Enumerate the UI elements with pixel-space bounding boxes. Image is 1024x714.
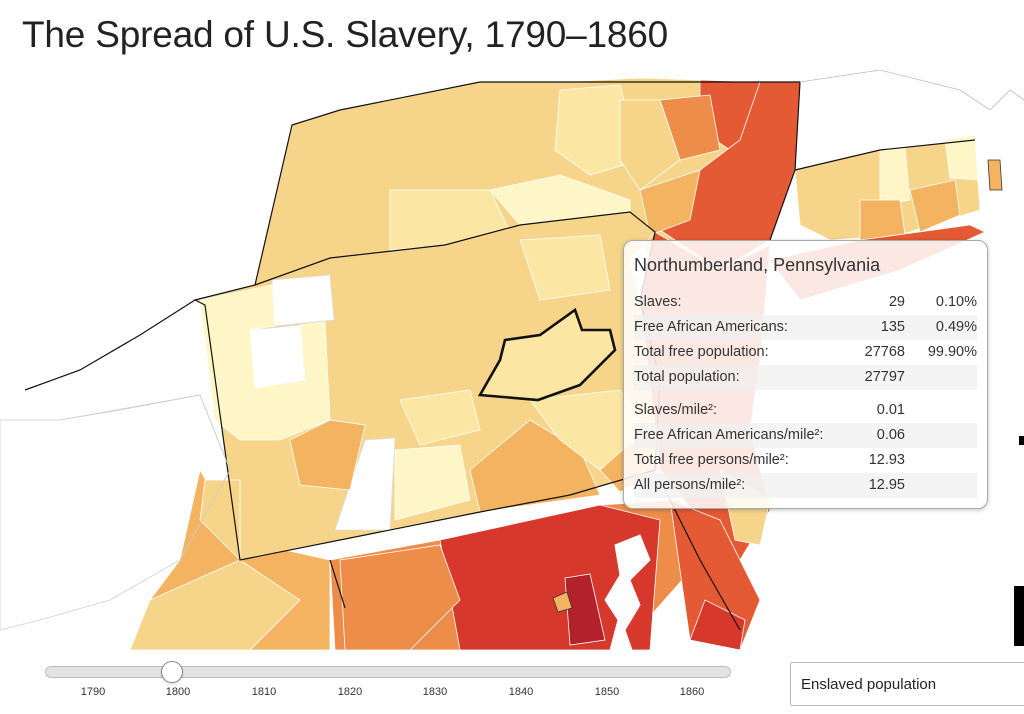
region-ri[interactable] (944, 134, 979, 181)
county-tooltip: Northumberland, Pennsylvania Slaves: 29 … (623, 240, 988, 509)
year-slider-handle[interactable] (161, 661, 183, 683)
page-title: The Spread of U.S. Slavery, 1790–1860 (22, 14, 668, 55)
table-row: Total population: 27797 (634, 365, 977, 390)
table-row: Free African Americans/mile²: 0.06 (634, 423, 977, 448)
region-md-medium[interactable] (339, 544, 461, 650)
region-delaware[interactable] (669, 499, 761, 650)
map-edge-bar (1014, 586, 1024, 646)
lake-erie-shore (24, 299, 196, 391)
year-slider-track[interactable] (45, 666, 731, 678)
region-ny-light-3[interactable] (489, 174, 631, 226)
table-row: Free African Americans: 135 0.49% (634, 315, 977, 340)
county-northumberland[interactable] (477, 307, 617, 402)
region-ny-mid[interactable] (619, 99, 681, 191)
region-ct-medium[interactable] (909, 179, 961, 233)
region-ct-medium-2[interactable] (859, 199, 906, 241)
year-tick-1800[interactable]: 1800 (165, 686, 191, 698)
region-wv-light[interactable] (129, 559, 301, 650)
region-ct-light[interactable] (879, 147, 911, 206)
ohio-border (59, 394, 231, 561)
metric-select[interactable]: Enslaved population (790, 662, 1024, 706)
region-ny-light-2[interactable] (554, 84, 641, 176)
region-pa-white-2[interactable] (249, 324, 306, 389)
chesapeake-bay (604, 534, 651, 650)
year-tick-1790[interactable]: 1790 (80, 686, 106, 698)
year-tick-1860[interactable]: 1860 (679, 686, 705, 698)
year-tick-1830[interactable]: 1830 (422, 686, 448, 698)
table-row: Total free persons/mile²: 12.93 (634, 452, 905, 468)
table-spacer (634, 390, 977, 398)
tooltip-title: Northumberland, Pennsylvania (634, 255, 881, 275)
region-dc[interactable] (552, 591, 573, 613)
region-md-darkest[interactable] (564, 573, 606, 646)
region-pa-white-1[interactable] (271, 274, 335, 327)
metric-select-value: Enslaved population (801, 676, 937, 693)
region-pa-ne-light[interactable] (519, 234, 611, 301)
table-row: Slaves/mile²: 0.01 (634, 402, 905, 418)
table-row: Slaves: 29 0.10% (634, 294, 977, 310)
region-md-dark[interactable] (439, 504, 661, 650)
region-pa-sw-medium[interactable] (289, 419, 366, 491)
region-ny-mid-2[interactable] (639, 169, 701, 236)
region-pa-light-west[interactable] (199, 284, 331, 441)
state-border-ct (794, 139, 976, 171)
year-tick-1820[interactable]: 1820 (337, 686, 363, 698)
region-ri-orange[interactable] (987, 159, 1003, 191)
year-tick-1840[interactable]: 1840 (508, 686, 534, 698)
year-tick-1850[interactable]: 1850 (594, 686, 620, 698)
table-row: Total free population: 27768 99.90% (634, 344, 977, 360)
new-england-outline (799, 70, 1024, 111)
year-tick-1810[interactable]: 1810 (251, 686, 277, 698)
region-md-eastern-shore[interactable] (689, 599, 746, 650)
region-pa-light-center[interactable] (399, 389, 481, 446)
map-edge-mark (1019, 436, 1024, 445)
population-table: Slaves: 29 0.10% Free African Americans:… (634, 290, 977, 498)
region-pa-light-south[interactable] (394, 444, 471, 521)
table-row: All persons/mile²: 12.95 (634, 473, 977, 498)
